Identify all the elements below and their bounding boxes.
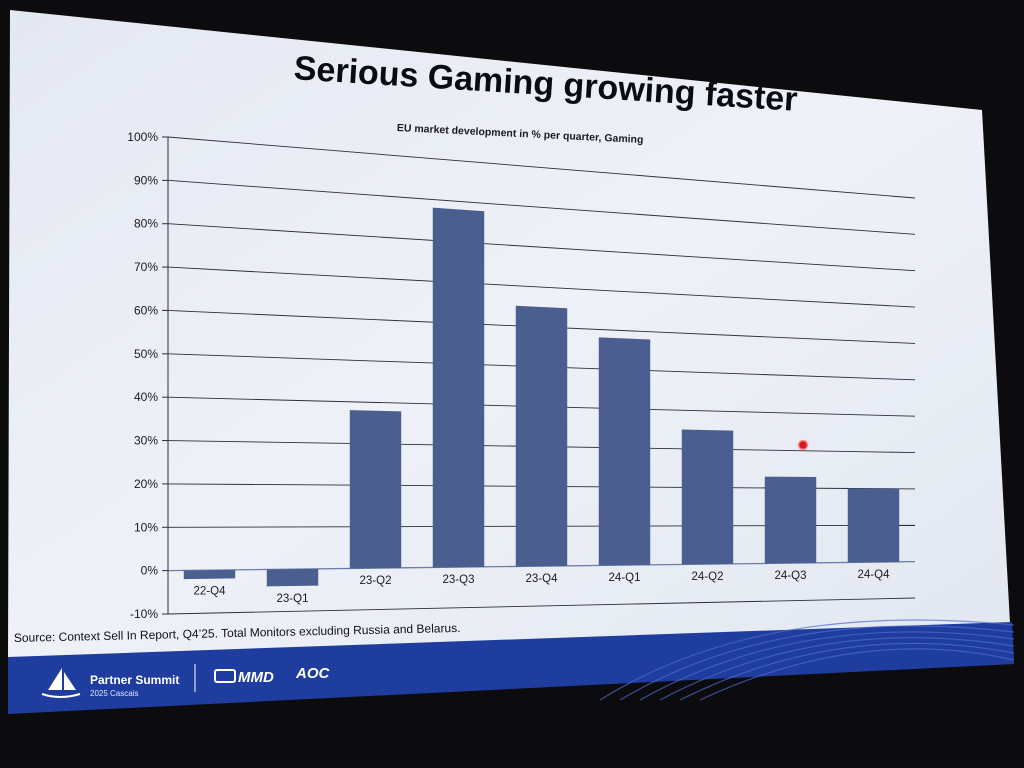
brand-mmd: MMD (238, 669, 274, 686)
gridline (167, 266, 916, 308)
x-tick-label: 24-Q1 (609, 572, 641, 584)
footer-band (8, 622, 1014, 714)
y-tick-label: 60% (134, 303, 158, 317)
y-tick-label: 80% (134, 217, 158, 231)
gridline (167, 597, 916, 615)
bar-23-Q4 (515, 305, 568, 567)
brand-aoc: AOC (295, 665, 331, 682)
y-tick-label: -10% (130, 607, 158, 621)
bar-24-Q4 (847, 488, 900, 563)
y-tick-label: 10% (134, 520, 158, 534)
x-tick-label: 24-Q2 (692, 571, 724, 583)
y-tick-label: 20% (134, 477, 158, 491)
mmd-logo: MMD (214, 669, 274, 686)
bar-chart: -10% 0% 10% 20% 30% 40% 50% 60% 70% 80% 90% 100% 22… (127, 130, 916, 621)
y-tick-label: 0% (141, 564, 159, 578)
x-tick-label: 22-Q4 (194, 586, 227, 598)
y-tick-label: 30% (134, 434, 158, 448)
bar-23-Q3 (432, 207, 485, 568)
y-tick-label: 90% (134, 173, 158, 187)
gridline (167, 136, 916, 199)
gridline (167, 223, 916, 272)
y-tick-label: 70% (134, 260, 158, 274)
x-tick-label: 23-Q2 (360, 575, 392, 587)
x-tick-label: 24-Q4 (858, 569, 891, 581)
laser-pointer-dot (797, 439, 809, 451)
footer-stripes (599, 619, 1015, 701)
bar-24-Q2 (681, 429, 734, 565)
x-tick-label: 23-Q1 (277, 593, 309, 605)
bar-23-Q1 (266, 568, 319, 587)
event-subtitle: 2025 Cascais (90, 689, 138, 698)
x-tick-label: 24-Q3 (775, 570, 807, 582)
y-axis: -10% 0% 10% 20% 30% 40% 50% 60% 70% 80% 90% 100% (127, 130, 169, 621)
screen-area (8, 10, 1012, 660)
bar-22-Q4 (183, 569, 236, 580)
x-axis-labels: 22-Q4 23-Q1 23-Q2 23-Q3 23-Q4 24-Q1 24-Q2 24-Q3… (194, 569, 891, 605)
y-tick-label: 50% (134, 347, 158, 361)
sailboat-icon (48, 668, 76, 690)
y-tick-label: 40% (134, 390, 158, 404)
bar-23-Q2 (349, 410, 402, 569)
y-tick-label: 100% (127, 130, 158, 144)
partner-summit-logo: Partner Summit 2025 Cascais (41, 668, 179, 698)
x-tick-label: 23-Q4 (526, 573, 559, 585)
gridline (167, 179, 916, 235)
event-name: Partner Summit (90, 673, 179, 687)
bar-24-Q1 (598, 337, 651, 566)
monitor-icon (214, 669, 236, 683)
x-tick-label: 23-Q3 (443, 574, 475, 586)
bar-24-Q3 (764, 476, 817, 564)
chart-bars (183, 207, 900, 587)
